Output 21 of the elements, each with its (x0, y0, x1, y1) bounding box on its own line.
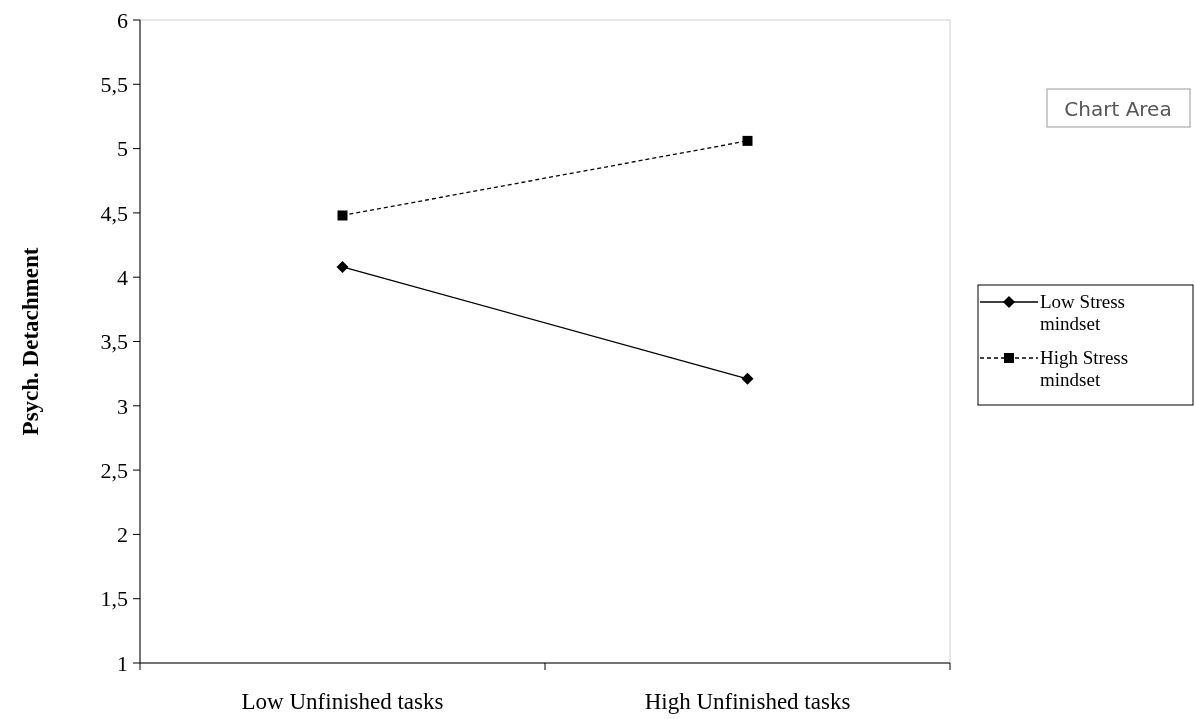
point (336, 260, 349, 273)
y-tick-label: 4,5 (100, 200, 128, 226)
text: Chart Area (1064, 97, 1172, 121)
y-axis-title: Psych. Detachment (18, 247, 43, 436)
y-tick-label: 3,5 (100, 329, 128, 355)
y-tick-label: 3 (117, 393, 128, 419)
y-tick-label: 1,5 (100, 586, 128, 612)
y-tick-label: 6 (117, 7, 128, 33)
y-tick-label: 2,5 (100, 457, 128, 483)
y-tick-label: 1 (117, 650, 128, 676)
point (741, 372, 754, 385)
y-tick-label: 2 (117, 522, 128, 548)
y-tick-label: 4 (117, 264, 128, 290)
y-tick-label: 5 (117, 136, 128, 162)
x-tick-label: High Unfinished tasks (644, 689, 851, 714)
legend-label: Low Stress mindset (1040, 291, 1125, 334)
point (337, 210, 348, 221)
legend-label: High Stress mindset (1040, 347, 1129, 390)
point (742, 135, 753, 146)
y-tick-label: 5,5 (100, 72, 128, 97)
x-tick-label: Low Unfinished tasks (241, 689, 444, 714)
